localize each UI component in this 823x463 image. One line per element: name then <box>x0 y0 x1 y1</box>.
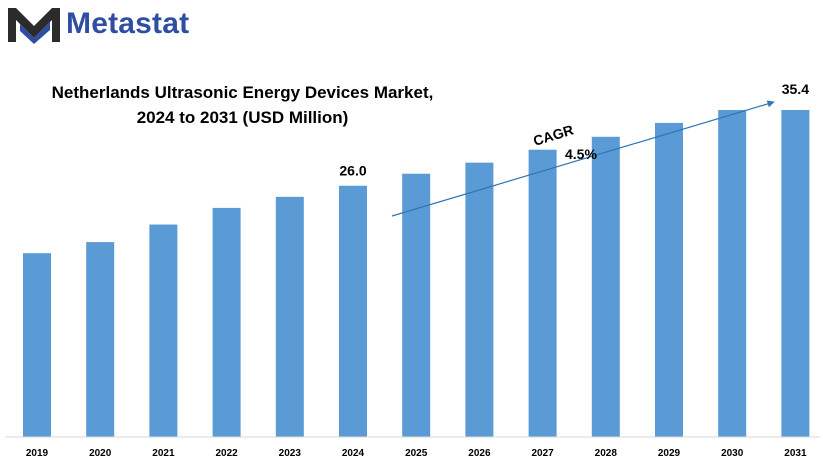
x-tick-label-2026: 2026 <box>468 448 491 459</box>
x-tick-label-2024: 2024 <box>342 448 365 459</box>
bar-2029 <box>655 122 683 438</box>
x-tick-label-2025: 2025 <box>405 448 428 459</box>
bar-2026 <box>465 162 494 438</box>
bar-2030 <box>718 110 747 437</box>
chart-title: Netherlands Ultrasonic Energy Devices Ma… <box>20 80 465 130</box>
bar-2020 <box>86 242 115 437</box>
bar-2025 <box>402 173 431 437</box>
bar-2019 <box>23 253 51 437</box>
x-tick-label-2030: 2030 <box>721 448 744 459</box>
bar-2023 <box>275 196 304 437</box>
cagr-value: 4.5% <box>565 146 597 162</box>
x-tick-label-2027: 2027 <box>531 448 554 459</box>
metastat-m-logo-icon <box>8 8 60 44</box>
x-tick-label-2023: 2023 <box>279 448 302 459</box>
bar-2031 <box>781 110 810 437</box>
x-tick-label-2020: 2020 <box>89 448 112 459</box>
bar-2022 <box>212 207 241 437</box>
x-tick-label-2028: 2028 <box>595 448 618 459</box>
x-tick-label-2031: 2031 <box>784 448 807 459</box>
x-tick-label-2021: 2021 <box>152 448 175 459</box>
bar-2027 <box>528 149 557 437</box>
x-tick-label-2022: 2022 <box>215 448 238 459</box>
x-tick-label-2019: 2019 <box>26 448 49 459</box>
bar-2021 <box>149 224 178 437</box>
data-label-2031: 35.4 <box>782 81 809 97</box>
chart-title-line1: Netherlands Ultrasonic Energy Devices Ma… <box>51 83 434 102</box>
brand-name: Metastat <box>66 7 190 40</box>
data-label-2024: 26.0 <box>339 163 366 179</box>
x-tick-label-2029: 2029 <box>658 448 681 459</box>
bar-2024 <box>339 185 367 437</box>
chart-title-line2: 2024 to 2031 (USD Million) <box>136 108 349 127</box>
cagr-label: CAGR <box>531 122 575 149</box>
brand-logo: Metastat <box>6 4 189 44</box>
bar-2028 <box>591 136 620 437</box>
cagr-arrow <box>391 100 775 217</box>
